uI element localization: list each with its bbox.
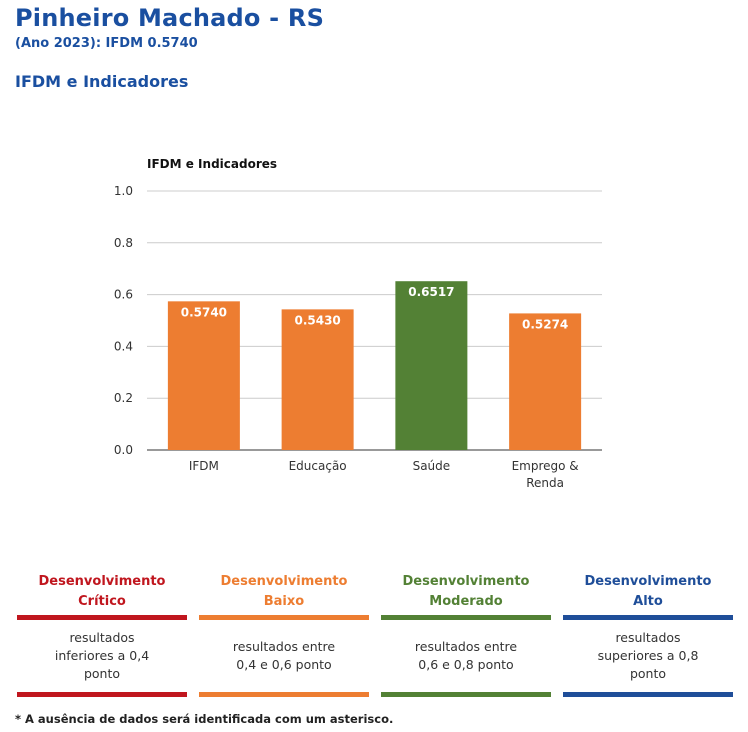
legend-critico: Desenvolvimento Crítico resultados inferi… <box>17 567 187 697</box>
x-tick-label: IFDM <box>189 459 219 473</box>
legend-moderado: Desenvolvimento Moderado resultados entre… <box>381 567 551 697</box>
legend-description: resultados inferiores a 0,4 ponto <box>54 630 150 681</box>
data-label: 0.5274 <box>522 317 568 331</box>
legend-description: resultados entre 0,4 e 0,6 ponto <box>232 639 336 672</box>
section-heading: IFDM e Indicadores <box>15 72 189 91</box>
bars: 0.5740 0.5430 0.6517 0.5274 <box>167 281 582 450</box>
x-tick-label: Educação <box>289 459 347 473</box>
y-tick-label: 0.0 <box>114 443 133 457</box>
legend-bar-top <box>381 615 551 620</box>
bar-chart: IFDM e Indicadores 0.0 0.2 0.4 0.6 0.8 1.0 0.… <box>114 157 602 490</box>
data-label: 0.5430 <box>294 313 340 327</box>
x-tick-label: Emprego & <box>512 459 579 473</box>
legend-title: Desenvolvimento Moderado <box>402 574 530 609</box>
y-axis-ticks: 0.0 0.2 0.4 0.6 0.8 1.0 <box>114 184 133 457</box>
y-tick-label: 0.2 <box>114 391 133 405</box>
bar <box>395 281 468 450</box>
legend-title: Desenvolvimento Baixo <box>220 574 348 609</box>
bar <box>281 309 354 450</box>
y-tick-label: 0.6 <box>114 288 133 302</box>
page-subtitle: (Ano 2023): IFDM 0.5740 <box>15 36 198 51</box>
x-tick-label: Renda <box>526 476 564 490</box>
legend-title: Desenvolvimento Alto <box>584 574 712 609</box>
x-axis-categories: IFDM Educação Saúde Emprego & Renda <box>189 459 579 490</box>
legend-bar-top <box>17 615 187 620</box>
data-label: 0.6517 <box>408 285 454 299</box>
legend-description: resultados superiores a 0,8 ponto <box>597 630 699 681</box>
legend-title: Desenvolvimento Crítico <box>38 574 166 609</box>
page-title: Pinheiro Machado - RS <box>15 4 325 32</box>
legend-bar-top <box>199 615 369 620</box>
legend-baixo: Desenvolvimento Baixo resultados entre 0,… <box>199 567 369 697</box>
y-tick-label: 0.8 <box>114 236 133 250</box>
y-tick-label: 0.4 <box>114 339 133 353</box>
development-legend: Desenvolvimento Crítico resultados inferi… <box>17 567 733 697</box>
bar <box>509 313 582 450</box>
legend-bar-bottom <box>17 692 187 697</box>
footnote: * A ausência de dados será identificada … <box>15 712 394 726</box>
data-label: 0.5740 <box>181 305 227 319</box>
legend-bar-bottom <box>199 692 369 697</box>
legend-alto: Desenvolvimento Alto resultados superiore… <box>563 567 733 697</box>
legend-bar-bottom <box>563 692 733 697</box>
legend-bar-bottom <box>381 692 551 697</box>
y-tick-label: 1.0 <box>114 184 133 198</box>
chart-title: IFDM e Indicadores <box>147 157 277 171</box>
bar <box>167 301 240 450</box>
x-tick-label: Saúde <box>413 459 451 473</box>
legend-bar-top <box>563 615 733 620</box>
legend-description: resultados entre 0,6 e 0,8 ponto <box>414 639 518 672</box>
